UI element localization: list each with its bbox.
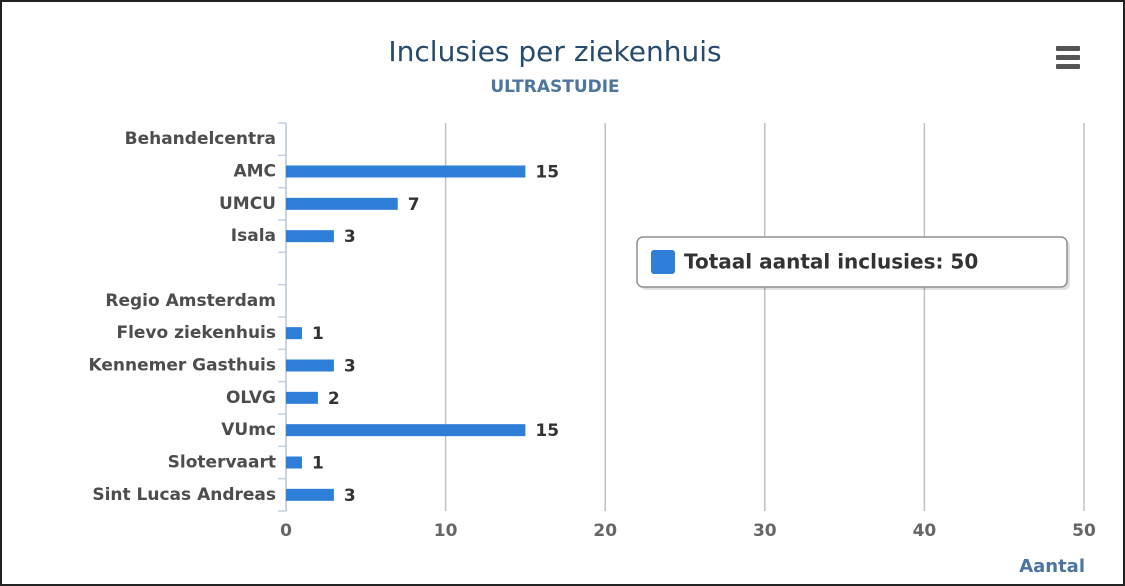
- y-tick-label: Regio Amsterdam: [105, 291, 276, 311]
- bar: [286, 165, 526, 178]
- x-tick-label: 30: [753, 521, 777, 541]
- data-label: 3: [344, 227, 356, 247]
- menu-line: [1056, 55, 1080, 60]
- data-label: 2: [328, 389, 340, 409]
- bar: [286, 327, 302, 340]
- x-tick-label: 0: [280, 521, 292, 541]
- bar: [286, 424, 526, 437]
- bar: [286, 197, 398, 210]
- bar: [286, 456, 302, 469]
- chart-title: Inclusies per ziekenhuis: [388, 35, 721, 68]
- data-label: 7: [408, 195, 420, 215]
- y-tick-label: Slotervaart: [168, 453, 276, 473]
- bar: [286, 488, 334, 501]
- x-tick-label: 20: [593, 521, 617, 541]
- x-tick-label: 40: [913, 521, 937, 541]
- menu-line: [1056, 64, 1080, 69]
- y-tick-label: Kennemer Gasthuis: [88, 356, 276, 376]
- data-label: 1: [312, 324, 324, 344]
- y-tick-label: Isala: [231, 226, 276, 246]
- data-label: 3: [344, 486, 356, 506]
- data-label: 15: [535, 163, 559, 183]
- data-label: 3: [344, 357, 356, 377]
- menu-button[interactable]: [1048, 38, 1088, 76]
- y-tick-label: Behandelcentra: [125, 129, 276, 149]
- bar: [286, 391, 318, 404]
- data-label: 1: [312, 454, 324, 474]
- y-tick-label: OLVG: [226, 388, 276, 408]
- bar: [286, 359, 334, 372]
- x-tick-label: 10: [434, 521, 458, 541]
- legend-swatch: [651, 250, 675, 274]
- x-axis-title: Aantal: [1019, 556, 1085, 577]
- bar: [286, 230, 334, 243]
- y-tick-label: Sint Lucas Andreas: [92, 485, 276, 505]
- data-label: 15: [535, 421, 559, 441]
- menu-line: [1056, 46, 1080, 51]
- y-tick-label: Flevo ziekenhuis: [116, 323, 276, 343]
- legend-box: [636, 236, 1068, 288]
- y-tick-label: UMCU: [219, 194, 276, 214]
- chart-subtitle: ULTRASTUDIE: [490, 77, 619, 97]
- y-tick-label: AMC: [233, 162, 276, 182]
- y-tick-label: VUmc: [221, 420, 276, 440]
- legend: Totaal aantal inclusies: 50: [636, 236, 1070, 290]
- x-tick-label: 50: [1072, 521, 1096, 541]
- legend-label: Totaal aantal inclusies: 50: [684, 250, 978, 274]
